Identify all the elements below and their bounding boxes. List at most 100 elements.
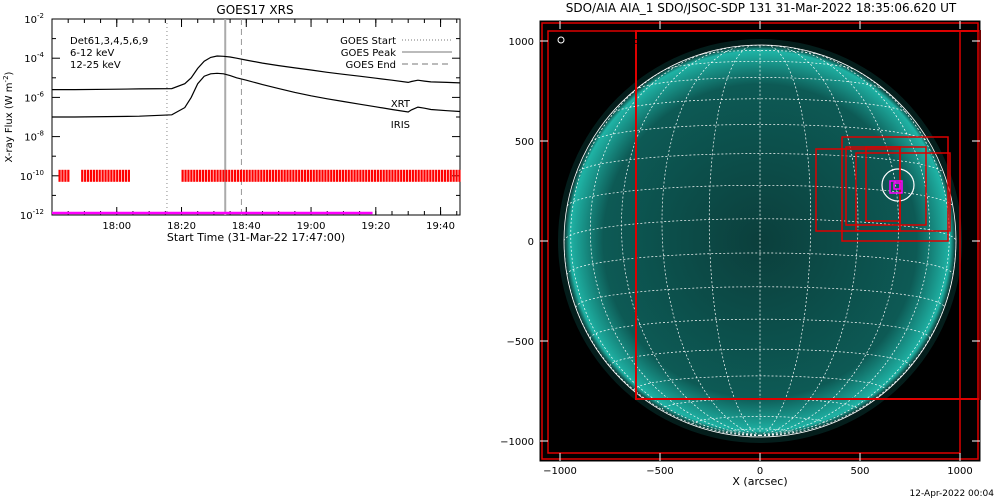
- sun-grid-latitude: [609, 348, 911, 367]
- goes-x-tick-label: 19:00: [297, 221, 326, 232]
- goes-coverage-layer: [52, 169, 461, 215]
- xrt-coverage-mark: [254, 169, 257, 182]
- xrt-coverage-mark: [408, 169, 412, 182]
- xrt-coverage-mark: [216, 169, 219, 182]
- xrt-coverage-mark: [119, 169, 122, 182]
- xrt-coverage-mark: [417, 169, 420, 182]
- xrt-coverage-mark: [432, 169, 435, 182]
- goes-y-label-tail: ): [4, 71, 15, 75]
- xrt-coverage-mark: [327, 169, 330, 182]
- aia-title: SDO/AIA AIA_1 SDO/JSOC-SDP 131 31-Mar-20…: [566, 1, 957, 15]
- aia-x-tick-label: 500: [850, 466, 869, 477]
- xrt-coverage-mark: [277, 169, 280, 182]
- xrt-coverage-mark: [341, 169, 345, 182]
- goes-y-label-base: X-ray Flux (W m: [4, 82, 15, 162]
- xrt-coverage-mark: [98, 169, 101, 182]
- goes-legend-right-2: GOES End: [346, 60, 396, 71]
- aia-y-tick-label: 1000: [509, 37, 534, 48]
- iris-fov-box: [889, 180, 903, 194]
- xrt-coverage-mark: [92, 169, 95, 182]
- goes-y-axis-label: X-ray Flux (W m-2): [2, 71, 15, 162]
- iris-label: IRIS: [391, 120, 410, 131]
- goes-y-tick-base: 10: [20, 211, 33, 222]
- xrt-coverage-mark: [338, 169, 342, 182]
- xrt-coverage-mark: [455, 169, 458, 182]
- goes-y-tick-label: 10-6: [24, 90, 44, 104]
- goes-y-tick-label: 10-2: [24, 12, 44, 26]
- sun-grid-latitude: [566, 252, 954, 275]
- sun-grid-latitude: [633, 375, 887, 391]
- sun-grid-longitude: [564, 240, 761, 437]
- xrt-coverage-mark: [245, 169, 248, 182]
- xrt-coverage-mark: [321, 169, 324, 182]
- xrt-coverage-mark: [231, 169, 234, 182]
- xrt-coverage-mark: [458, 169, 461, 182]
- xrt-coverage-mark: [58, 169, 61, 182]
- sun-grid-longitude: [759, 240, 956, 437]
- goes-y-tick-base: 10: [24, 93, 37, 104]
- xrt-coverage-mark: [61, 169, 64, 182]
- sun-grid-longitude: [759, 46, 899, 437]
- xrt-coverage-mark: [268, 169, 272, 182]
- xrt-coverage-mark: [266, 169, 269, 182]
- goes-x-tick-label: 18:40: [232, 221, 261, 232]
- xrt-coverage-mark: [295, 169, 298, 182]
- xrt-coverage-mark: [124, 169, 128, 182]
- xrt-coverage-mark: [315, 169, 318, 182]
- sun-grid-longitude: [759, 45, 812, 437]
- xrt-coverage-mark: [414, 169, 417, 182]
- sun-disk: [564, 45, 956, 437]
- xrt-coverage-mark: [201, 169, 205, 182]
- xrt-coverage-mark: [324, 169, 327, 182]
- aia-legend-bottom-0: XRT FOV: [552, 423, 591, 433]
- xrt-coverage-mark: [95, 169, 98, 182]
- xrt-coverage-mark: [365, 169, 368, 182]
- goes-y-tick-label: 10-4: [24, 51, 44, 65]
- goes-x-tick-label: 18:20: [167, 221, 196, 232]
- xrt-coverage-mark: [251, 169, 254, 182]
- xrt-coverage-mark: [350, 169, 353, 182]
- goes-y-tick-exp: -2: [37, 12, 44, 20]
- goes-xrs-panel: GOES17 XRS 18:00 18:20 18:40 19:00 19:20 19:4…: [2, 3, 461, 244]
- xrt-fov-box: [855, 152, 951, 232]
- aia-y-tick-label: 500: [515, 137, 534, 148]
- xrt-coverage-mark: [271, 169, 275, 182]
- sun-grid-latitude: [663, 60, 857, 71]
- xrt-coverage-mark: [242, 169, 245, 182]
- xrt-coverage-mark: [362, 169, 365, 182]
- timestamp: 12-Apr-2022 00:04: [910, 489, 995, 499]
- xrt-coverage-mark: [400, 169, 403, 182]
- goes-y-tick-label: 10-10: [20, 169, 44, 183]
- xrt-coverage-mark: [196, 169, 199, 182]
- aia-y-tick-label: −1000: [500, 437, 534, 448]
- aia-y-tick-label: 0: [528, 237, 534, 248]
- xrt-coverage-mark: [67, 169, 70, 182]
- xrt-coverage-mark: [81, 169, 84, 182]
- goes-axis-ticks: 18:00 18:20 18:40 19:00 19:20 19:4010-1210-10…: [20, 12, 460, 232]
- goes-x-tick-label: 19:20: [361, 221, 390, 232]
- xrt-coverage-mark: [210, 169, 213, 182]
- goes-y-tick-base: 10: [20, 172, 33, 183]
- xrt-coverage-mark: [429, 169, 432, 182]
- xrt-coverage-mark: [280, 169, 283, 182]
- xrt-coverage-mark: [239, 169, 243, 182]
- xrt-coverage-mark: [359, 169, 362, 182]
- xrt-coverage-mark: [347, 169, 350, 182]
- aia-legend-bottom-1: IRIS FOV: [552, 434, 591, 444]
- goes-legend-left-0: Det61,3,4,5,6,9: [70, 36, 148, 47]
- goes-y-tick-exp: -6: [37, 90, 45, 98]
- xrt-coverage-mark: [312, 169, 315, 182]
- xrt-coverage-mark: [89, 169, 93, 182]
- xrt-coverage-mark: [309, 169, 312, 182]
- sun-grid-latitude: [661, 398, 859, 410]
- goes-flux-curve-low: [52, 72, 461, 118]
- sun-grid-longitude: [621, 46, 761, 437]
- xrt-coverage-mark: [368, 169, 371, 182]
- sun-grid-latitude: [635, 77, 885, 90]
- xrt-coverage-mark: [84, 169, 87, 182]
- xrt-coverage-mark: [333, 169, 336, 182]
- aia-x-tick-label: 0: [757, 466, 763, 477]
- flare-location-marker: [881, 168, 915, 202]
- xrt-coverage-mark: [330, 169, 333, 182]
